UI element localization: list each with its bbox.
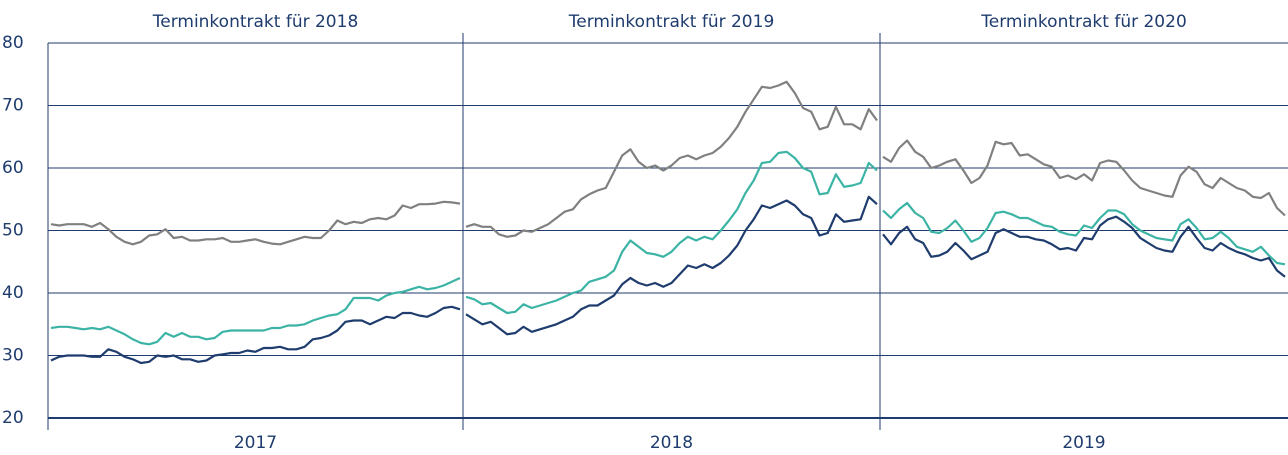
y-tick-label: 80 xyxy=(2,33,24,53)
series-line xyxy=(50,305,461,365)
y-tick-label: 30 xyxy=(2,346,24,366)
x-axis-label: 2018 xyxy=(650,433,693,453)
series-line xyxy=(882,139,1286,217)
panel-title: Terminkontrakt für 2019 xyxy=(568,12,775,32)
y-tick-label: 70 xyxy=(2,96,24,116)
series-line xyxy=(882,201,1286,266)
y-tick-label: 60 xyxy=(2,158,24,178)
x-axis-label: 2017 xyxy=(234,433,277,453)
panel-title: Terminkontrakt für 2018 xyxy=(152,12,359,32)
series-line xyxy=(50,277,461,346)
y-tick-label: 40 xyxy=(2,283,24,303)
series-line xyxy=(465,195,878,336)
series-line xyxy=(465,80,878,238)
x-axis-label: 2019 xyxy=(1062,433,1105,453)
y-tick-label: 50 xyxy=(2,221,24,241)
y-tick-label: 20 xyxy=(2,408,24,428)
series-line xyxy=(50,200,461,246)
panel-title: Terminkontrakt für 2020 xyxy=(980,12,1187,32)
series-line xyxy=(465,150,878,315)
series-line xyxy=(882,215,1286,278)
